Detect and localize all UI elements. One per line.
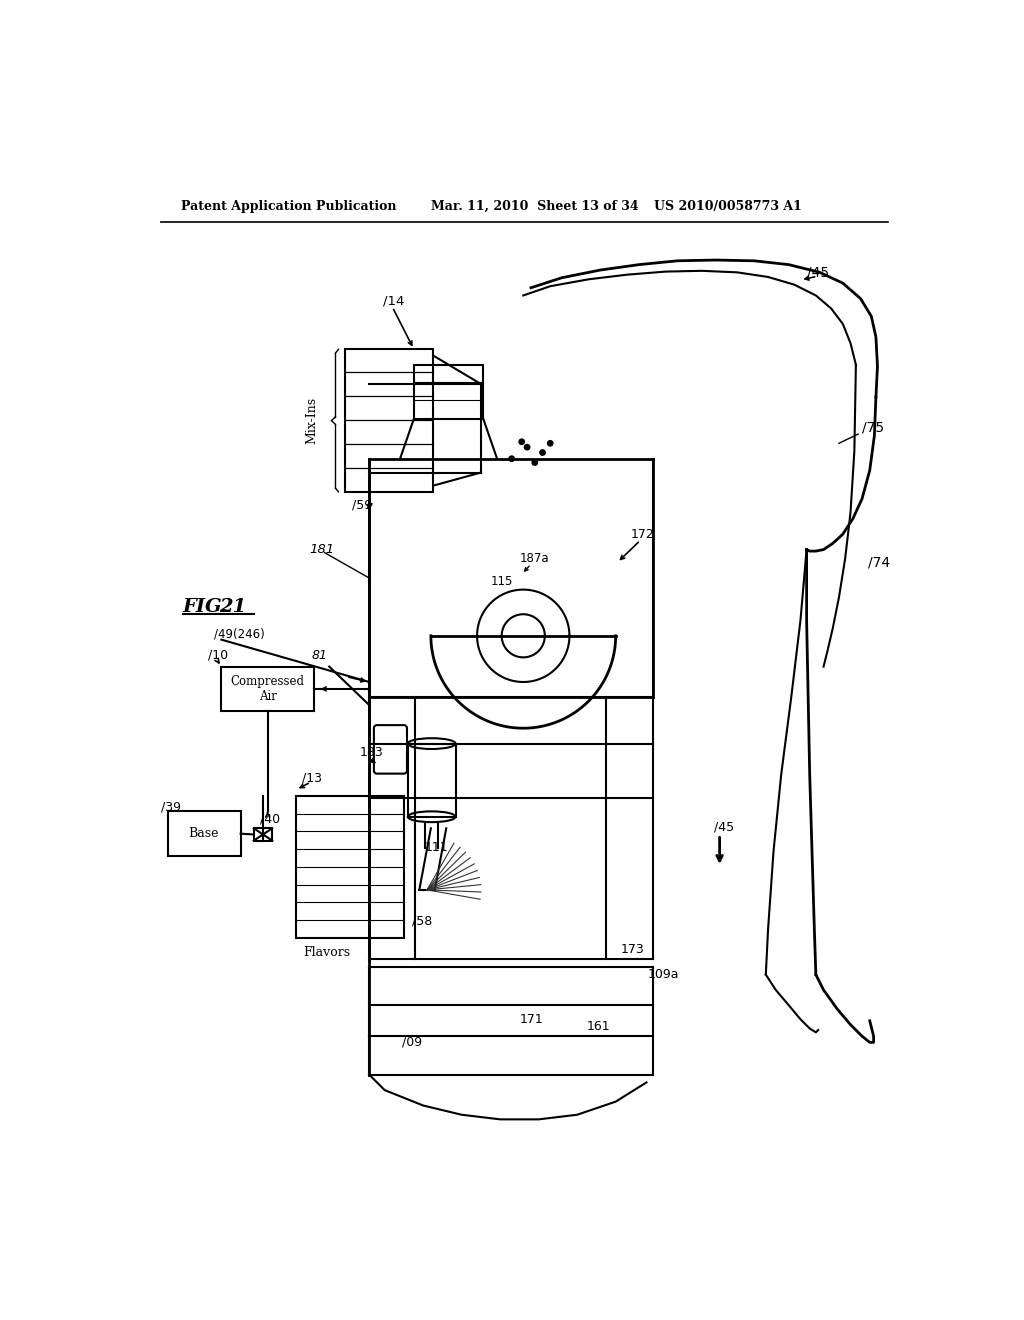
Text: /74: /74: [868, 556, 890, 570]
Text: Flavors: Flavors: [303, 945, 350, 958]
Text: /13: /13: [301, 772, 322, 785]
Text: 173: 173: [621, 944, 644, 957]
Text: /45: /45: [807, 265, 828, 280]
Text: US 2010/0058773 A1: US 2010/0058773 A1: [654, 199, 802, 213]
Text: /40: /40: [260, 813, 280, 825]
Text: /75: /75: [862, 421, 884, 434]
Text: /09: /09: [401, 1036, 422, 1049]
Text: 111: 111: [425, 841, 449, 854]
Text: /14: /14: [383, 294, 404, 308]
Text: 81: 81: [311, 648, 328, 661]
Text: Compressed
Air: Compressed Air: [230, 675, 304, 704]
Circle shape: [524, 445, 529, 450]
Text: 187a: 187a: [519, 552, 549, 565]
Text: /45: /45: [714, 820, 734, 833]
Bar: [296, 796, 403, 939]
Text: FIG.: FIG.: [183, 598, 228, 615]
Text: Base: Base: [188, 828, 219, 841]
Text: 183: 183: [360, 746, 384, 759]
Bar: [414, 364, 483, 418]
Bar: [221, 667, 313, 711]
Circle shape: [519, 440, 524, 445]
Circle shape: [509, 455, 514, 462]
Text: 181: 181: [309, 543, 334, 556]
Circle shape: [532, 459, 538, 465]
Text: Mar. 11, 2010  Sheet 13 of 34: Mar. 11, 2010 Sheet 13 of 34: [431, 199, 639, 213]
Text: 171: 171: [519, 1012, 543, 1026]
Bar: [168, 812, 241, 855]
Circle shape: [548, 441, 553, 446]
Text: Mix-Ins: Mix-Ins: [306, 396, 318, 444]
Text: 161: 161: [587, 1020, 610, 1034]
Text: 172: 172: [631, 528, 654, 541]
Bar: [408, 743, 456, 817]
Text: /49(246): /49(246): [214, 628, 264, 640]
Text: /10: /10: [208, 648, 227, 661]
Text: 109a: 109a: [648, 968, 680, 981]
Bar: [345, 350, 433, 492]
Circle shape: [540, 450, 545, 455]
Text: Patent Application Publication: Patent Application Publication: [180, 199, 396, 213]
Text: /39: /39: [162, 800, 181, 813]
Text: 115: 115: [490, 576, 513, 589]
Bar: [254, 828, 272, 841]
Text: 21: 21: [219, 598, 247, 615]
Text: /58: /58: [412, 915, 432, 927]
Text: /59: /59: [352, 499, 373, 511]
